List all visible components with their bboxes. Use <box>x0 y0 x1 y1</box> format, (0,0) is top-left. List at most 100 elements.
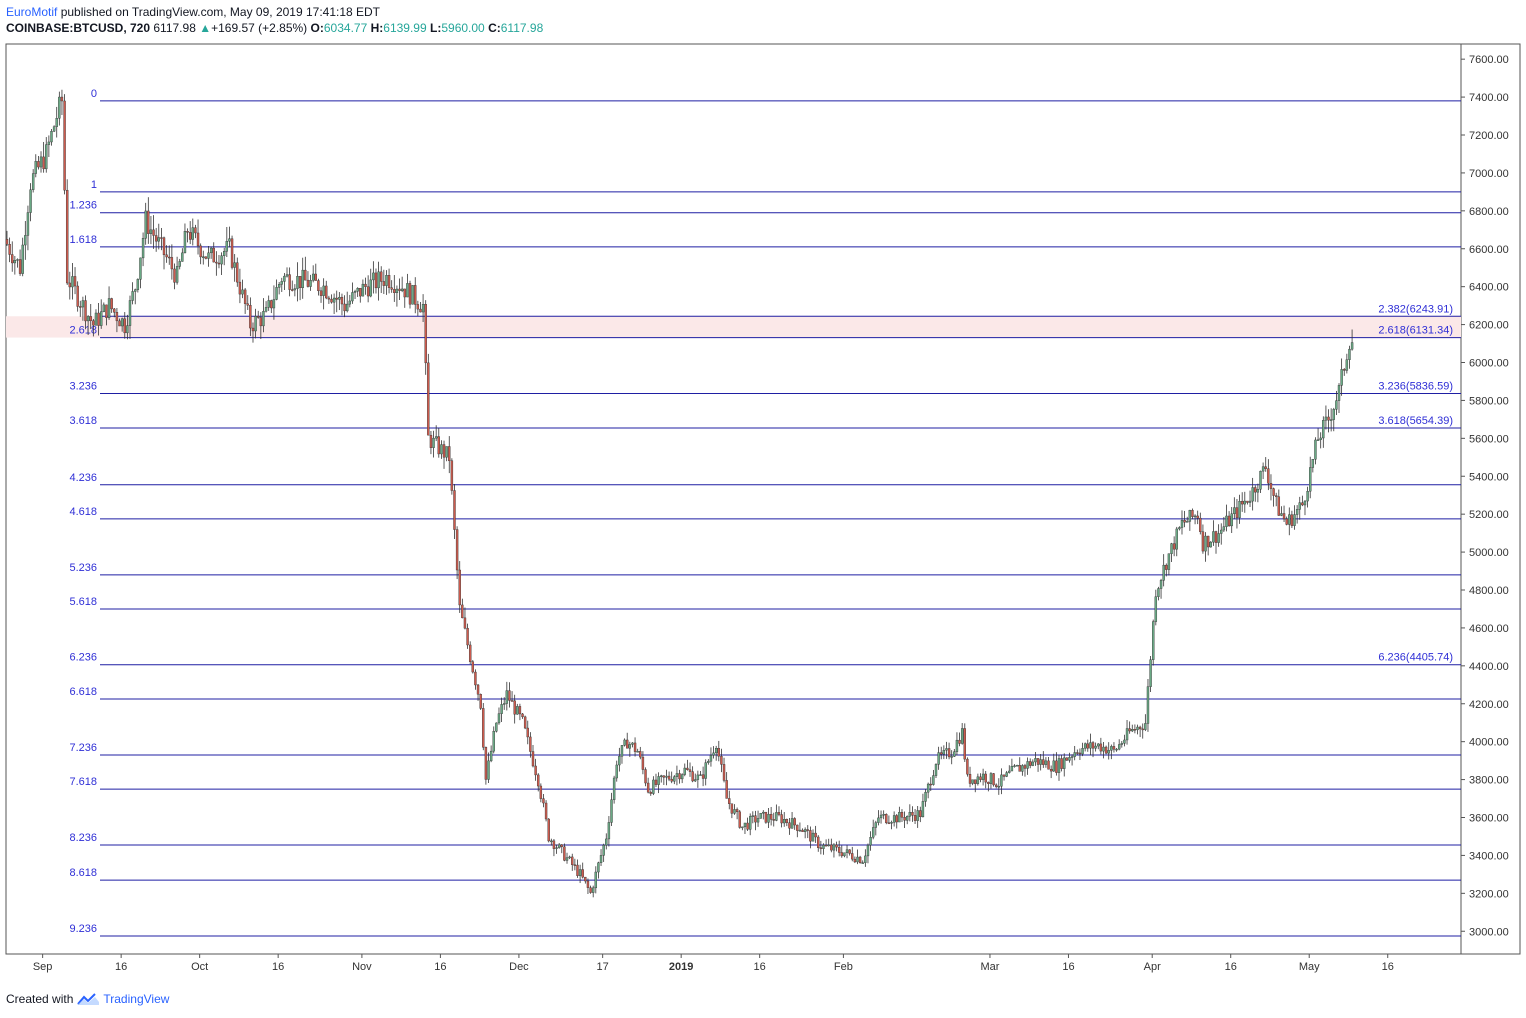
candle-body <box>241 289 244 295</box>
candle-body <box>196 232 200 247</box>
candle-body <box>919 810 922 818</box>
candle-body <box>385 275 388 286</box>
candle-body <box>1199 517 1202 532</box>
candle-body <box>369 279 372 297</box>
candle-body <box>911 812 914 816</box>
candle-body <box>1165 564 1168 570</box>
candle-body <box>981 773 985 780</box>
candle-body <box>1125 728 1129 741</box>
candle-body <box>1149 659 1152 687</box>
candle-body <box>238 281 242 295</box>
price-chart[interactable]: 3000.00 3200.00 3400.00 3600.00 3800.00 4000.… <box>0 0 1526 990</box>
candle-body <box>215 261 218 264</box>
candle-body <box>1269 483 1273 489</box>
candle-body <box>262 311 265 327</box>
candle-body <box>709 755 713 762</box>
candle-body <box>827 844 830 847</box>
candle-body <box>223 251 226 256</box>
candle-body <box>678 773 681 780</box>
fib-price-label: 6.236(4405.74) <box>1378 652 1453 664</box>
fib-zone <box>6 316 1461 338</box>
candle-body <box>1188 509 1192 522</box>
candle-body <box>796 824 799 831</box>
price-tick-label: 7400.00 <box>1469 92 1509 104</box>
candle-body <box>1023 765 1027 769</box>
candle-body <box>1065 757 1069 761</box>
tradingview-brand[interactable]: TradingView <box>103 992 170 1006</box>
candle-body <box>534 765 537 776</box>
candle-body <box>887 822 891 824</box>
candle-body <box>1128 728 1131 732</box>
candle-body <box>353 291 357 293</box>
candle-body <box>170 257 174 270</box>
candle-body <box>1227 515 1231 527</box>
candle-body <box>945 748 948 751</box>
candle-body <box>1201 531 1205 552</box>
candle-body <box>84 300 87 322</box>
candle-body <box>81 300 85 308</box>
candle-body <box>1015 765 1019 767</box>
fib-label: 1.618 <box>69 234 97 246</box>
candle-body <box>152 229 155 236</box>
candle-body <box>652 779 655 794</box>
footer: Created with TradingView <box>6 992 169 1006</box>
candle-body <box>243 289 247 304</box>
candle-body <box>311 273 315 281</box>
price-tick-label: 5200.00 <box>1469 509 1509 521</box>
candle-body <box>806 829 809 831</box>
candle-body <box>236 262 239 283</box>
candle-body <box>1243 500 1246 505</box>
candle-body <box>623 739 626 746</box>
candle-body <box>141 238 145 259</box>
candle-body <box>199 245 202 258</box>
candle-body <box>1162 564 1165 581</box>
candle-body <box>793 818 796 826</box>
candle-body <box>749 816 752 830</box>
candle-body <box>1136 726 1139 731</box>
candle-body <box>448 446 451 461</box>
candle-body <box>958 739 961 744</box>
candle-body <box>523 716 527 729</box>
candle-body <box>1350 342 1354 350</box>
candle-body <box>340 296 344 305</box>
candle-body <box>291 289 294 291</box>
candle-body <box>217 262 221 265</box>
candle-body <box>926 783 930 793</box>
time-tick-label: 16 <box>434 961 446 973</box>
price-tick-label: 6800.00 <box>1469 206 1509 218</box>
close-value: 6117.98 <box>500 21 544 35</box>
candle-body <box>24 235 27 246</box>
candle-body <box>783 819 786 824</box>
price-tick-label: 6400.00 <box>1469 282 1509 294</box>
candle-body <box>134 289 137 292</box>
candle-body <box>194 227 197 234</box>
candle-body <box>746 822 749 830</box>
candle-body <box>408 283 412 305</box>
candle-body <box>646 782 650 793</box>
time-tick-label: 17 <box>597 961 609 973</box>
author-link[interactable]: EuroMotif <box>6 5 58 19</box>
candle-body <box>128 300 132 326</box>
fib-label: 7.236 <box>69 742 97 754</box>
candle-body <box>427 362 430 436</box>
candle-body <box>283 275 286 282</box>
candle-body <box>225 241 229 252</box>
candle-body <box>1076 752 1079 754</box>
price-tick-label: 7200.00 <box>1469 130 1509 142</box>
candle-body <box>898 811 901 823</box>
candle-body <box>725 780 728 799</box>
candle-body <box>845 849 849 853</box>
candle-body <box>571 856 574 865</box>
candle-body <box>492 731 495 752</box>
candle-body <box>916 810 919 821</box>
candle-body <box>1070 756 1074 758</box>
price-tick-label: 7000.00 <box>1469 168 1509 180</box>
fib-label: 9.236 <box>69 923 97 935</box>
candle-body <box>1264 466 1267 469</box>
candle-body <box>879 814 883 819</box>
price-tick-label: 4600.00 <box>1469 623 1509 635</box>
candle-body <box>37 161 40 168</box>
candle-body <box>393 289 396 294</box>
candle-body <box>1259 470 1262 490</box>
candle-body <box>1267 468 1270 484</box>
